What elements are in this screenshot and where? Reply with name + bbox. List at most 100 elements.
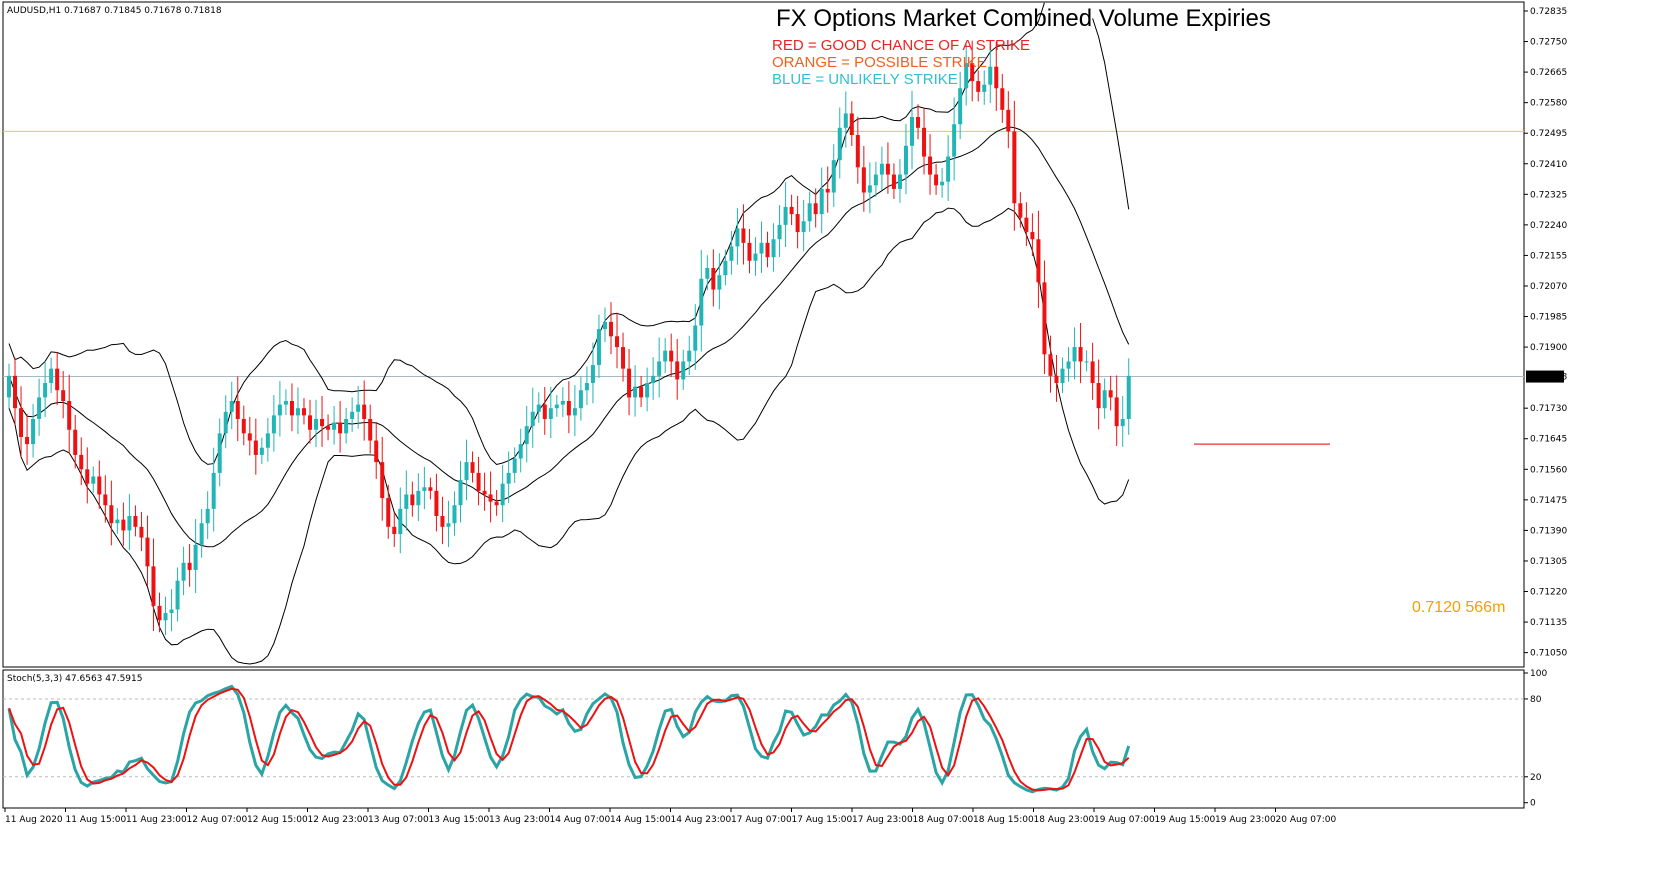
candle-body [548,408,553,419]
price-pane [2,1,1525,668]
candle-body [584,383,589,391]
candle-body [55,368,60,391]
candle-body [452,505,457,524]
candle-body [934,174,939,186]
time-axis[interactable]: 11 Aug 2020 11 Aug 15:00 11 Aug 23:00 12 Au… [4,808,1336,825]
current-price-tag[interactable] [1526,370,1564,383]
candle-body [446,523,451,527]
candle-body [1096,383,1101,409]
expiry-label: 0.7120 566m [1412,599,1505,616]
candle-body [223,411,228,434]
candle-body [807,203,812,222]
time-tick-label: 17 Aug 15:00 [792,815,853,825]
candle-body [1078,347,1083,362]
price-tick-label: 0.72070 [1530,282,1567,292]
candle-body [946,156,951,182]
candle-body [283,401,288,405]
candle-body [512,458,517,473]
price-tick-label: 0.72155 [1530,251,1567,261]
candle-body [193,544,198,570]
candle-body [964,63,969,89]
candle-body [73,429,78,455]
candle-body [590,365,595,384]
current-price-label[interactable]: 0.71818 [1530,373,1567,383]
candle-body [753,253,758,261]
candle-body [849,113,854,135]
candle-body [506,472,511,484]
candle-body [861,167,866,193]
candle-body [765,242,770,258]
candle-body [609,321,613,337]
candles [7,40,1131,636]
candle-body [958,88,963,125]
candle-body [386,498,391,527]
candle-body [398,508,403,534]
candle-body [560,401,565,405]
candle-body [1114,397,1119,427]
candle-body [301,408,306,416]
candle-body [1090,361,1095,384]
candle-body [578,390,583,409]
candle-body [687,350,692,362]
symbol-header: AUDUSD,H1 0.71687 0.71845 0.71678 0.7181… [7,6,222,16]
candle-body [187,562,192,570]
lower-band [8,207,1130,665]
legend-orange: ORANGE = POSSIBLE STRIKE [772,54,987,71]
candle-body [645,383,650,398]
price-tick-label: 0.71560 [1530,465,1567,475]
price-tick-label: 0.72495 [1530,129,1567,139]
candle-body [1120,418,1125,427]
candle-body [633,386,638,398]
candle-body [476,472,481,491]
stoch-signal-line [8,687,1130,792]
stochastic-oscillator [3,684,1524,794]
candle-body [885,163,890,175]
candle-body [723,260,728,276]
price-tick-label: 0.71305 [1530,557,1567,567]
candle-body [428,487,433,491]
candle-body [843,113,848,128]
candle-body [43,383,48,398]
candle-body [464,462,469,481]
candle-body [1042,282,1047,355]
candle-body [380,462,385,499]
candle-body [211,472,216,509]
candle-body [488,494,493,502]
candle-body [1102,390,1107,409]
time-tick-label: 13 Aug 23:00 [489,815,550,825]
candle-body [133,516,138,527]
candle-body [121,519,126,531]
price-axis[interactable]: 0.72835 0.72750 0.72665 0.72580 0.72495 0.724… [1524,7,1567,659]
candle-body [837,127,842,161]
candle-body [235,401,240,419]
candle-body [61,390,66,401]
candle-body [139,526,144,538]
price-tick-label: 0.71050 [1530,649,1567,659]
candle-body [289,401,294,416]
candle-body [669,350,674,362]
candle-body [855,135,860,168]
candle-body [903,145,908,175]
candle-body [253,440,258,455]
candle-body [103,494,108,506]
time-tick-label: 19 Aug 23:00 [1215,815,1276,825]
candle-body [952,124,957,157]
candle-body [482,490,487,495]
legend-blue: BLUE = UNLIKELY STRIKE [772,71,958,88]
candle-body [1054,375,1059,384]
candle-body [976,81,981,92]
price-tick-label: 0.72240 [1530,221,1567,231]
price-tick-label: 0.71900 [1530,343,1567,353]
candle-body [771,239,776,258]
time-tick-label: 18 Aug 15:00 [973,815,1034,825]
time-tick-label: 11 Aug 2020 [5,815,63,825]
candle-body [705,268,710,279]
price-tick-label: 0.71475 [1530,496,1567,506]
candle-body [916,117,921,128]
candle-body [241,418,246,434]
candle-body [205,508,210,524]
candle-body [542,404,547,419]
candle-body [67,401,72,430]
candle-body [970,63,975,82]
candle-body [897,174,902,189]
